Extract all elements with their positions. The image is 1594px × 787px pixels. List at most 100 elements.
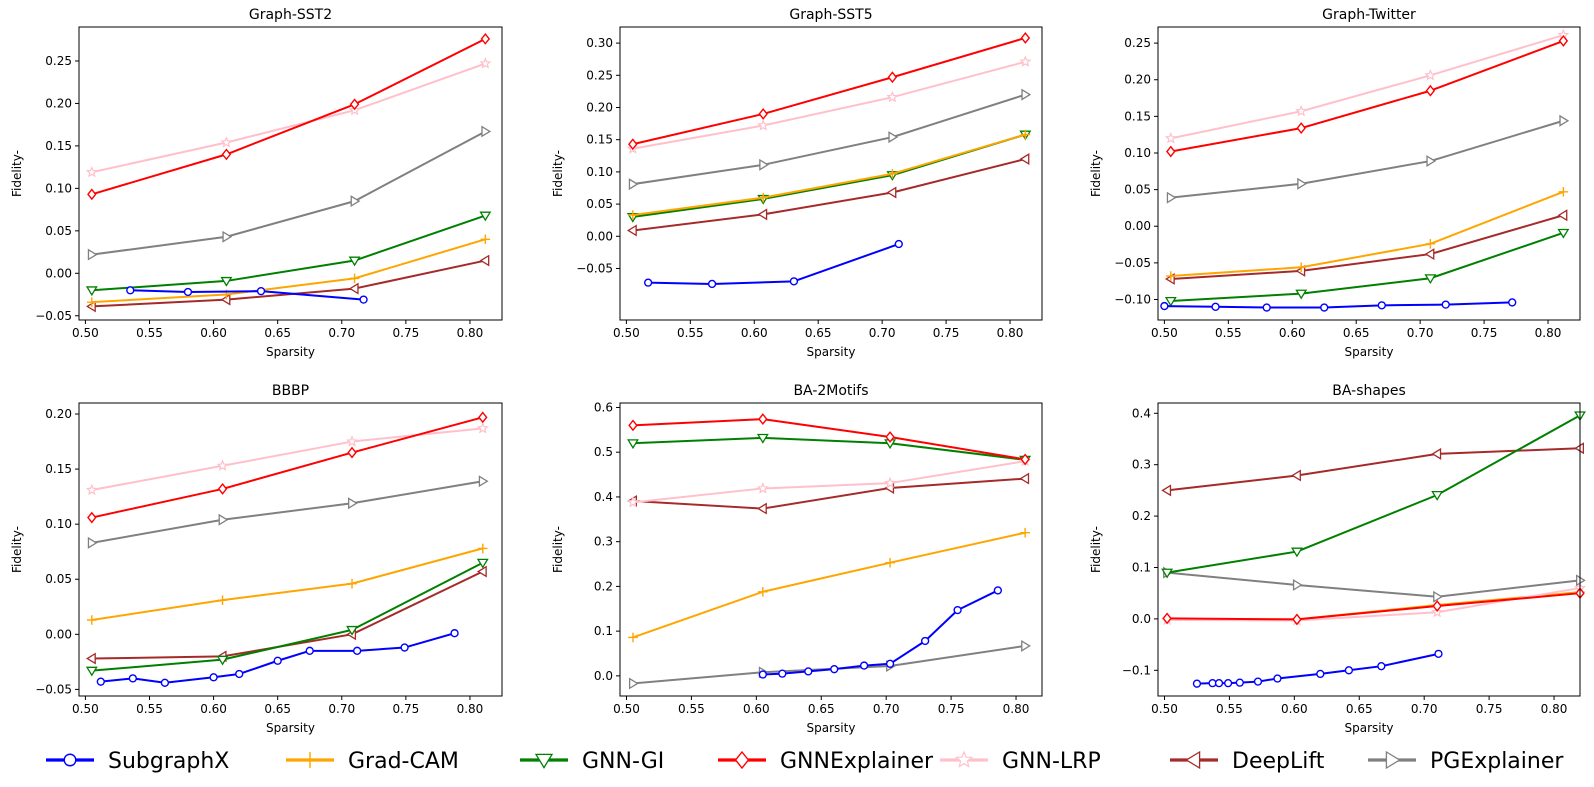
x-tick-label: 0.60 bbox=[741, 326, 768, 340]
series-group bbox=[626, 32, 1032, 289]
data-point-subgraphx bbox=[885, 659, 895, 668]
data-point-pgexplainer bbox=[350, 195, 361, 208]
data-point-grad-cam bbox=[477, 543, 488, 554]
data-point-subgraphx bbox=[1316, 669, 1325, 679]
legend-marker-subgraphx bbox=[63, 753, 77, 767]
data-point-subgraphx bbox=[359, 295, 368, 304]
data-point-grad-cam bbox=[1425, 239, 1436, 249]
series-line-gnn-lrp bbox=[1170, 34, 1564, 140]
series-line-gnn-gi bbox=[91, 561, 484, 672]
data-point-gnn-lrp bbox=[1019, 55, 1032, 67]
data-point-gnnexplainer bbox=[1558, 34, 1569, 47]
series-line-subgraphx bbox=[130, 289, 364, 301]
data-point-subgraphx bbox=[1262, 303, 1271, 312]
x-tick-label: 0.60 bbox=[200, 326, 227, 340]
series-line-deeplift bbox=[632, 477, 1026, 510]
data-point-deeplift bbox=[479, 254, 490, 267]
data-point-gnn-gi bbox=[1431, 491, 1444, 501]
y-tick-label: −0.10 bbox=[1114, 292, 1151, 306]
legend-marker-gnn-gi bbox=[534, 753, 554, 769]
data-point-gnn-lrp bbox=[216, 459, 229, 471]
y-tick-label: 0.15 bbox=[1124, 109, 1151, 123]
x-axis-label: Sparsity bbox=[1345, 721, 1394, 735]
legend-item-deeplift: DeepLift bbox=[1170, 749, 1325, 774]
x-tick-label: 0.70 bbox=[869, 326, 896, 340]
chart-panel-ba-2motifs: 0.50 0.55 0.60 0.65 0.70 0.75 0.80 0.0 0.1 0.2 0.3… bbox=[551, 383, 1043, 735]
data-point-deeplift bbox=[757, 502, 767, 515]
series-line-gnn-lrp bbox=[91, 62, 486, 174]
data-point-gnnexplainer bbox=[628, 138, 638, 151]
x-tick-label: 0.55 bbox=[1215, 326, 1242, 340]
data-point-deeplift bbox=[757, 208, 768, 221]
data-point-gnn-lrp bbox=[220, 136, 233, 148]
legend-item-grad-cam: Grad-CAM bbox=[286, 749, 459, 774]
x-tick-label: 0.60 bbox=[1281, 702, 1308, 716]
x-tick-label: 0.50 bbox=[72, 326, 99, 340]
data-point-deeplift bbox=[476, 565, 487, 578]
axes-frame bbox=[78, 402, 503, 697]
y-tick-label: 0.3 bbox=[594, 535, 613, 549]
series-group bbox=[626, 413, 1032, 690]
data-point-subgraphx bbox=[643, 278, 653, 287]
data-point-gnnexplainer bbox=[478, 411, 488, 424]
data-point-subgraphx bbox=[894, 239, 903, 249]
x-tick-label: 0.70 bbox=[328, 326, 355, 340]
data-point-gnnexplainer bbox=[217, 482, 228, 495]
data-point-gnn-gi bbox=[479, 211, 492, 222]
data-point-pgexplainer bbox=[218, 513, 229, 526]
y-tick-label: 0.05 bbox=[45, 224, 72, 238]
data-point-gnn-gi bbox=[348, 256, 361, 267]
data-point-subgraphx bbox=[1253, 677, 1263, 686]
data-point-gnnexplainer bbox=[347, 446, 357, 459]
data-point-pgexplainer bbox=[478, 475, 489, 488]
legend-label: Grad-CAM bbox=[348, 749, 459, 774]
data-point-gnnexplainer bbox=[1292, 613, 1302, 626]
y-tick-label: 0.05 bbox=[586, 197, 613, 211]
series-line-subgraphx bbox=[762, 589, 999, 676]
x-tick-label: 0.65 bbox=[805, 326, 832, 340]
y-tick-label: 0.0 bbox=[1132, 612, 1151, 626]
y-axis-label: Fidelity- bbox=[551, 150, 565, 197]
data-point-deeplift bbox=[1431, 447, 1442, 460]
data-point-gnnexplainer bbox=[1425, 84, 1436, 97]
y-tick-label: 0.10 bbox=[45, 517, 72, 531]
data-point-pgexplainer bbox=[1297, 177, 1308, 190]
data-point-subgraphx bbox=[1235, 678, 1244, 687]
data-point-gnn-gi bbox=[1161, 568, 1174, 579]
series-line-gnnexplainer bbox=[632, 36, 1026, 146]
data-point-gnnexplainer bbox=[758, 413, 768, 426]
y-tick-label: 0.2 bbox=[1132, 509, 1151, 523]
data-point-grad-cam bbox=[627, 210, 638, 220]
legend-label: GNN-LRP bbox=[1002, 749, 1101, 774]
data-point-gnn-lrp bbox=[345, 435, 359, 447]
y-axis-label: Fidelity- bbox=[10, 150, 24, 197]
legend-item-gnnexplainer: GNNExplainer bbox=[718, 749, 934, 774]
data-point-gnn-lrp bbox=[479, 57, 492, 69]
data-point-subgraphx bbox=[1377, 662, 1386, 671]
y-tick-label: −0.05 bbox=[35, 682, 72, 696]
data-point-pgexplainer bbox=[1021, 88, 1032, 101]
x-tick-label: 0.75 bbox=[933, 326, 960, 340]
data-point-pgexplainer bbox=[1426, 155, 1437, 168]
y-tick-label: 0.4 bbox=[594, 490, 613, 504]
axes-frame bbox=[78, 26, 503, 321]
data-point-gnnexplainer bbox=[758, 108, 768, 120]
data-point-gnn-lrp bbox=[626, 495, 640, 508]
y-tick-label: 0.25 bbox=[45, 54, 72, 68]
series-line-pgexplainer bbox=[1166, 571, 1581, 598]
y-tick-label: 0.1 bbox=[1132, 560, 1151, 574]
y-tick-label: 0.05 bbox=[1124, 183, 1151, 197]
chart-title: BA-2Motifs bbox=[793, 383, 868, 399]
data-point-gnn-lrp bbox=[886, 90, 899, 103]
data-point-subgraphx bbox=[160, 678, 170, 687]
legend: SubgraphX Grad-CAM GNN-GI GNNExplainer GNN-L… bbox=[46, 749, 1564, 774]
legend-label: GNNExplainer bbox=[780, 749, 934, 774]
data-point-subgraphx bbox=[1160, 301, 1169, 311]
data-point-subgraphx bbox=[707, 279, 717, 289]
series-line-pgexplainer bbox=[632, 93, 1026, 186]
y-tick-label: 0.15 bbox=[45, 139, 72, 153]
data-point-subgraphx bbox=[256, 286, 266, 296]
data-point-pgexplainer bbox=[628, 677, 639, 690]
data-point-gnn-lrp bbox=[85, 483, 98, 496]
data-point-grad-cam bbox=[1165, 271, 1176, 281]
